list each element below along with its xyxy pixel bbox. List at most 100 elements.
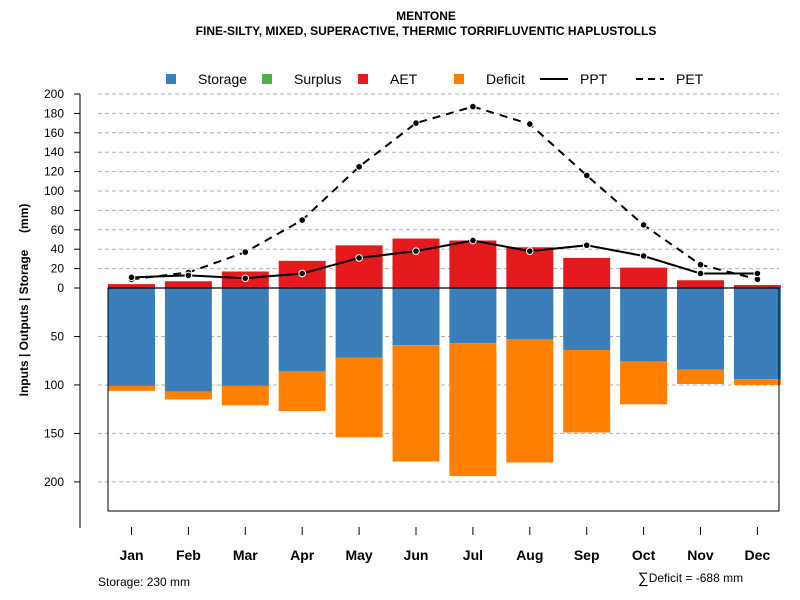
ppt-point bbox=[639, 252, 648, 260]
ppt-point bbox=[355, 254, 363, 262]
deficit-bar bbox=[278, 371, 326, 412]
y-tick-label: 150 bbox=[44, 426, 64, 440]
ppt-point bbox=[412, 247, 420, 255]
deficit-bar bbox=[335, 357, 383, 438]
x-tick-label: Jan bbox=[119, 547, 143, 563]
deficit-legend-label: Deficit bbox=[486, 71, 525, 87]
aet-bar bbox=[108, 284, 155, 288]
deficit-bar bbox=[449, 343, 497, 477]
y-tick-label: 60 bbox=[51, 223, 65, 237]
storage-bar bbox=[506, 288, 554, 340]
chart-title: MENTONE bbox=[396, 9, 456, 23]
x-tick-label: Apr bbox=[290, 547, 315, 563]
y-tick-label: 160 bbox=[44, 126, 64, 140]
storage-bar bbox=[108, 288, 155, 386]
ppt-point bbox=[298, 269, 307, 278]
bars bbox=[108, 238, 781, 477]
aet-bar bbox=[620, 267, 668, 288]
pet-point bbox=[582, 171, 591, 180]
storage-bar bbox=[733, 288, 781, 380]
y-tick-label: 80 bbox=[51, 203, 65, 217]
ppt-point bbox=[753, 269, 762, 278]
storage-legend-swatch bbox=[166, 74, 176, 84]
deficit-bar bbox=[164, 391, 212, 400]
x-tick-label: Sep bbox=[574, 547, 600, 563]
pet-point bbox=[696, 260, 705, 269]
storage-bar bbox=[278, 288, 326, 372]
chart-subtitle: FINE-SILTY, MIXED, SUPERACTIVE, THERMIC … bbox=[195, 24, 657, 38]
deficit-bar bbox=[677, 369, 724, 384]
x-tick-label: Dec bbox=[745, 547, 771, 563]
deficit-legend-swatch bbox=[454, 74, 464, 84]
ppt-line bbox=[131, 239, 758, 280]
y-tick-label: 0 bbox=[57, 281, 64, 295]
deficit-bar bbox=[392, 345, 440, 462]
y-tick-label: 100 bbox=[44, 378, 64, 392]
aet-bar bbox=[677, 280, 724, 288]
y-tick-label: 50 bbox=[51, 329, 65, 343]
storage-bar bbox=[563, 288, 611, 351]
ppt-point bbox=[241, 274, 250, 283]
aet-legend-label: AET bbox=[390, 71, 418, 87]
x-tick-label: Jun bbox=[404, 547, 429, 563]
aet-bar bbox=[335, 245, 383, 288]
y-tick-label: 140 bbox=[44, 145, 64, 159]
storage-bar bbox=[620, 288, 668, 362]
storage-bar bbox=[449, 288, 497, 344]
pet-point bbox=[355, 162, 363, 171]
x-tick-label: Aug bbox=[516, 547, 543, 563]
aet-legend-swatch bbox=[358, 74, 368, 84]
pet-point bbox=[526, 120, 534, 128]
aet-bar bbox=[733, 285, 781, 288]
y-tick-label: 200 bbox=[44, 87, 64, 101]
x-tick-label: Jul bbox=[463, 547, 483, 563]
storage-note: Storage: 230 mm bbox=[98, 575, 191, 589]
pet-point bbox=[241, 248, 250, 256]
aet-bar bbox=[449, 240, 497, 288]
x-tick-label: Mar bbox=[233, 547, 258, 563]
y-axis-label: Inputs | Outputs | Storage (mm) bbox=[17, 204, 31, 397]
surplus-legend-swatch bbox=[262, 74, 272, 84]
y-tick-label: 200 bbox=[44, 475, 64, 489]
deficit-bar bbox=[733, 379, 781, 385]
aet-bar bbox=[392, 238, 440, 288]
sum-symbol: ∑ bbox=[638, 570, 649, 587]
x-tick-label: Feb bbox=[176, 547, 201, 563]
pet-legend-label: PET bbox=[676, 71, 704, 87]
x-tick-label: Nov bbox=[687, 547, 714, 563]
storage-bar bbox=[392, 288, 440, 346]
storage-bar bbox=[221, 288, 269, 386]
y-tick-label: 120 bbox=[44, 165, 64, 179]
storage-bar bbox=[164, 288, 212, 392]
surplus-legend-label: Surplus bbox=[294, 71, 341, 87]
deficit-note-text: Deficit = -688 mm bbox=[648, 571, 744, 585]
pet-point bbox=[298, 216, 307, 224]
ppt-point bbox=[582, 241, 591, 250]
pet-point bbox=[469, 102, 477, 111]
ppt-legend-label: PPT bbox=[580, 71, 608, 87]
storage-legend-label: Storage bbox=[198, 71, 247, 87]
x-tick-label: Oct bbox=[632, 547, 656, 563]
lines bbox=[127, 102, 762, 284]
ppt-point bbox=[526, 247, 534, 255]
deficit-bar bbox=[563, 350, 611, 433]
pet-point bbox=[639, 221, 648, 229]
ppt-point bbox=[696, 269, 705, 278]
y-tick-label: 40 bbox=[51, 242, 65, 256]
ppt-point bbox=[469, 236, 477, 245]
aet-bar bbox=[164, 281, 212, 288]
ppt-point bbox=[184, 271, 193, 280]
axes: 0 20 40 60 80 100 120 140 160 180 200 50 100 150 200 Ja… bbox=[44, 87, 780, 563]
deficit-bar bbox=[108, 385, 155, 391]
deficit-bar bbox=[221, 385, 269, 406]
deficit-bar bbox=[506, 339, 554, 463]
y-tick-label: 100 bbox=[44, 184, 64, 198]
deficit-bar bbox=[620, 361, 668, 405]
ppt-point bbox=[127, 273, 136, 282]
y-tick-label: 180 bbox=[44, 106, 64, 120]
x-tick-label: May bbox=[345, 547, 372, 563]
legend: Storage Surplus AET Deficit PPT PET bbox=[166, 71, 704, 87]
aet-bar bbox=[563, 257, 611, 288]
pet-point bbox=[412, 119, 420, 127]
